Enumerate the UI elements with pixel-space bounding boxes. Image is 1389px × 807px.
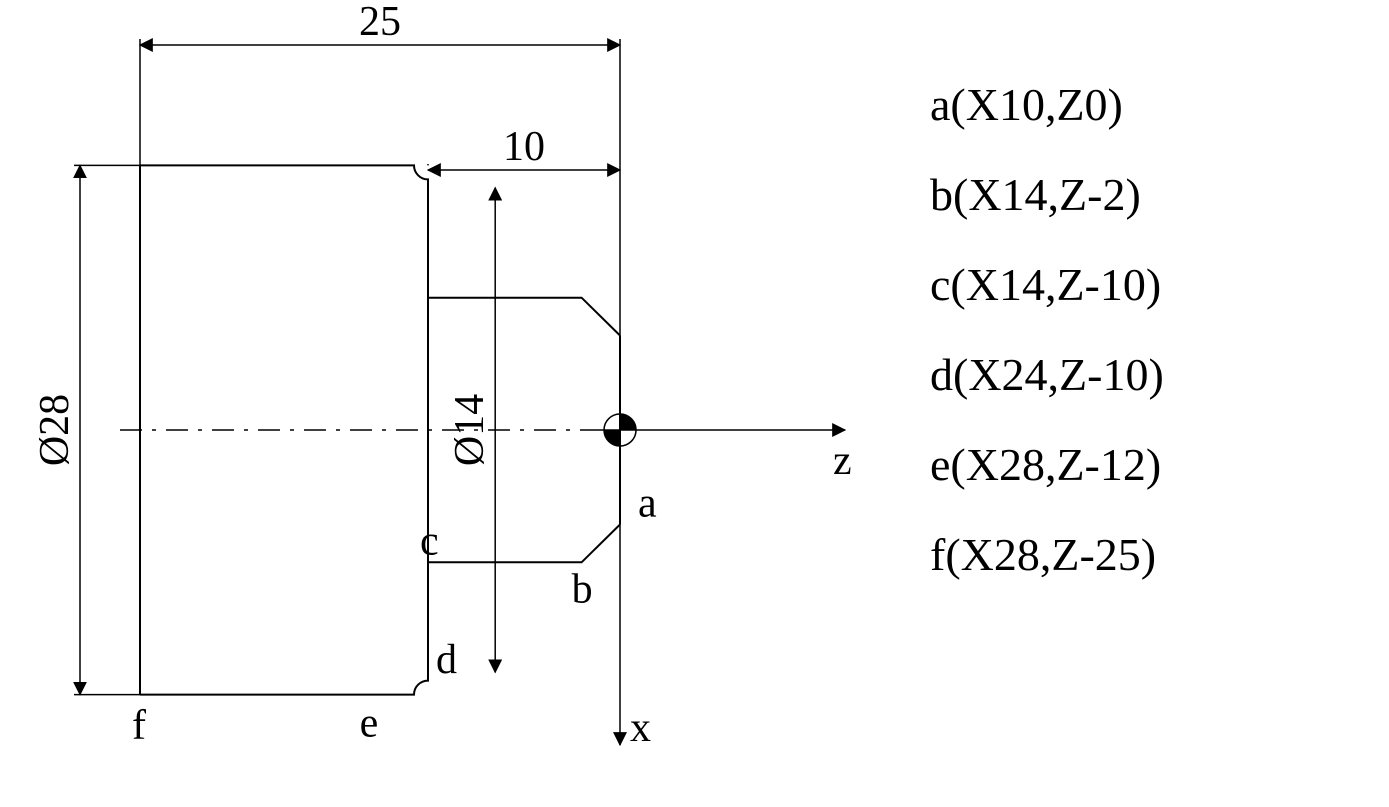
pt-label-e: e xyxy=(360,701,379,747)
profile-lower xyxy=(140,525,620,695)
pt-label-d: d xyxy=(436,637,457,683)
z-axis-label: z xyxy=(833,438,852,484)
pt-label-b: b xyxy=(572,566,593,612)
dim-dia28-value: Ø28 xyxy=(32,394,78,466)
x-axis-label: x xyxy=(630,705,651,751)
dim-dia14-value: Ø14 xyxy=(447,394,493,466)
coord-line-2: c(X14,Z-10) xyxy=(930,259,1161,310)
coord-line-5: f(X28,Z-25) xyxy=(930,529,1156,580)
profile-upper xyxy=(140,165,620,335)
datum-origin xyxy=(604,414,636,446)
coord-line-0: a(X10,Z0) xyxy=(930,79,1123,130)
coord-line-4: e(X28,Z-12) xyxy=(930,439,1161,490)
pt-label-c: c xyxy=(420,518,439,564)
pt-label-a: a xyxy=(638,481,657,527)
pt-label-f: f xyxy=(132,703,146,749)
dim-25-value: 25 xyxy=(359,0,401,45)
coord-line-3: d(X24,Z-10) xyxy=(930,349,1164,400)
coord-line-1: b(X14,Z-2) xyxy=(930,169,1141,220)
dim-10-value: 10 xyxy=(503,124,545,170)
